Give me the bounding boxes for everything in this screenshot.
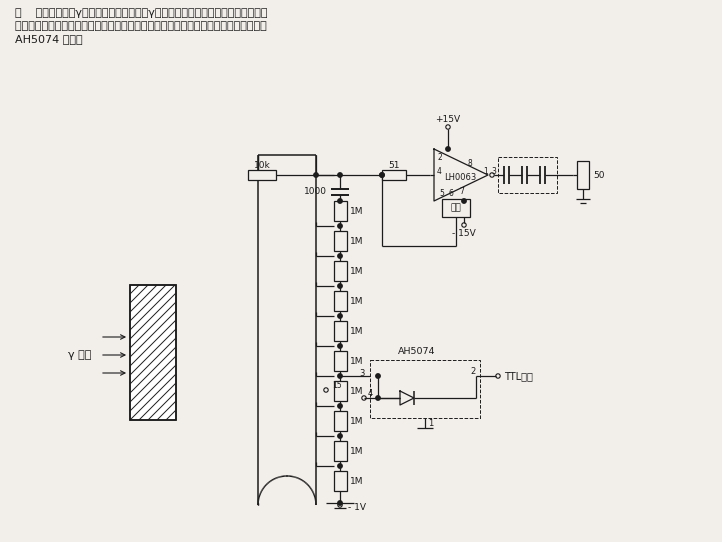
- Circle shape: [338, 284, 342, 288]
- Circle shape: [375, 374, 380, 378]
- Text: TTL复位: TTL复位: [504, 371, 533, 381]
- Circle shape: [445, 147, 451, 151]
- Text: 2: 2: [438, 152, 443, 162]
- Text: 1M: 1M: [350, 296, 363, 306]
- Circle shape: [338, 173, 342, 177]
- Text: 3: 3: [491, 166, 496, 176]
- Circle shape: [338, 314, 342, 318]
- Text: 1M: 1M: [350, 207, 363, 216]
- Circle shape: [338, 199, 342, 203]
- Bar: [334, 411, 347, 431]
- Text: 7: 7: [459, 188, 464, 197]
- Text: 1M: 1M: [350, 386, 363, 396]
- Circle shape: [338, 374, 342, 378]
- Bar: [334, 351, 347, 371]
- Text: - 1V: - 1V: [348, 502, 366, 512]
- Bar: [130, 285, 176, 420]
- Text: 1M: 1M: [350, 447, 363, 455]
- Text: 1M: 1M: [350, 326, 363, 335]
- Circle shape: [380, 173, 384, 177]
- Bar: [334, 201, 347, 221]
- Text: 1M: 1M: [350, 267, 363, 275]
- Circle shape: [338, 404, 342, 408]
- Text: 6: 6: [449, 190, 454, 198]
- Text: γ 射线: γ 射线: [68, 350, 92, 360]
- Text: 4: 4: [368, 389, 373, 397]
- Bar: [442, 199, 470, 217]
- Bar: [370, 360, 480, 418]
- Bar: [334, 321, 347, 341]
- Text: 5: 5: [439, 189, 444, 197]
- Circle shape: [462, 199, 466, 203]
- Bar: [334, 231, 347, 251]
- Text: LH0063: LH0063: [444, 172, 476, 182]
- Text: 1: 1: [428, 420, 433, 429]
- Text: 1: 1: [483, 166, 488, 176]
- Circle shape: [338, 254, 342, 258]
- Text: 电倍增管上，最后再经带有功率输出级的快速缓冲放大器输出。电路中可以采用场效管: 电倍增管上，最后再经带有功率输出级的快速缓冲放大器输出。电路中可以采用场效管: [8, 21, 266, 31]
- Bar: [248, 170, 276, 180]
- Bar: [130, 285, 176, 420]
- Text: 2: 2: [471, 367, 476, 377]
- Text: +15V: +15V: [435, 114, 461, 124]
- Bar: [382, 170, 406, 180]
- Text: AH5074: AH5074: [398, 347, 435, 357]
- Text: 图    示出用于检测γ射线剂量积累的电路。γ射线加于闪烁体（阴影部分）后加到光: 图 示出用于检测γ射线剂量积累的电路。γ射线加于闪烁体（阴影部分）后加到光: [8, 8, 267, 18]
- Text: 8: 8: [468, 158, 473, 167]
- Text: 外壳: 外壳: [451, 203, 461, 212]
- Text: 1M: 1M: [350, 476, 363, 486]
- Text: 4: 4: [437, 167, 442, 177]
- Text: 1M: 1M: [350, 236, 363, 246]
- Bar: [334, 471, 347, 491]
- Bar: [334, 261, 347, 281]
- Text: 1M: 1M: [350, 357, 363, 365]
- Circle shape: [338, 224, 342, 228]
- Text: 50: 50: [593, 171, 604, 179]
- Text: 15: 15: [332, 382, 342, 390]
- Text: - 15V: - 15V: [452, 229, 476, 237]
- Circle shape: [338, 501, 342, 505]
- Circle shape: [314, 173, 318, 177]
- Text: 51: 51: [388, 162, 400, 171]
- Text: 3: 3: [360, 369, 365, 377]
- Circle shape: [380, 173, 384, 177]
- Bar: [498, 157, 557, 193]
- Bar: [577, 161, 589, 189]
- Bar: [334, 291, 347, 311]
- Text: 10k: 10k: [253, 162, 270, 171]
- Circle shape: [338, 464, 342, 468]
- Circle shape: [338, 434, 342, 438]
- Circle shape: [375, 396, 380, 400]
- Bar: [334, 381, 347, 401]
- Bar: [334, 441, 347, 461]
- Text: AH5074 复位。: AH5074 复位。: [8, 34, 82, 44]
- Text: 1M: 1M: [350, 416, 363, 425]
- Circle shape: [338, 344, 342, 348]
- Text: 1000: 1000: [304, 188, 327, 197]
